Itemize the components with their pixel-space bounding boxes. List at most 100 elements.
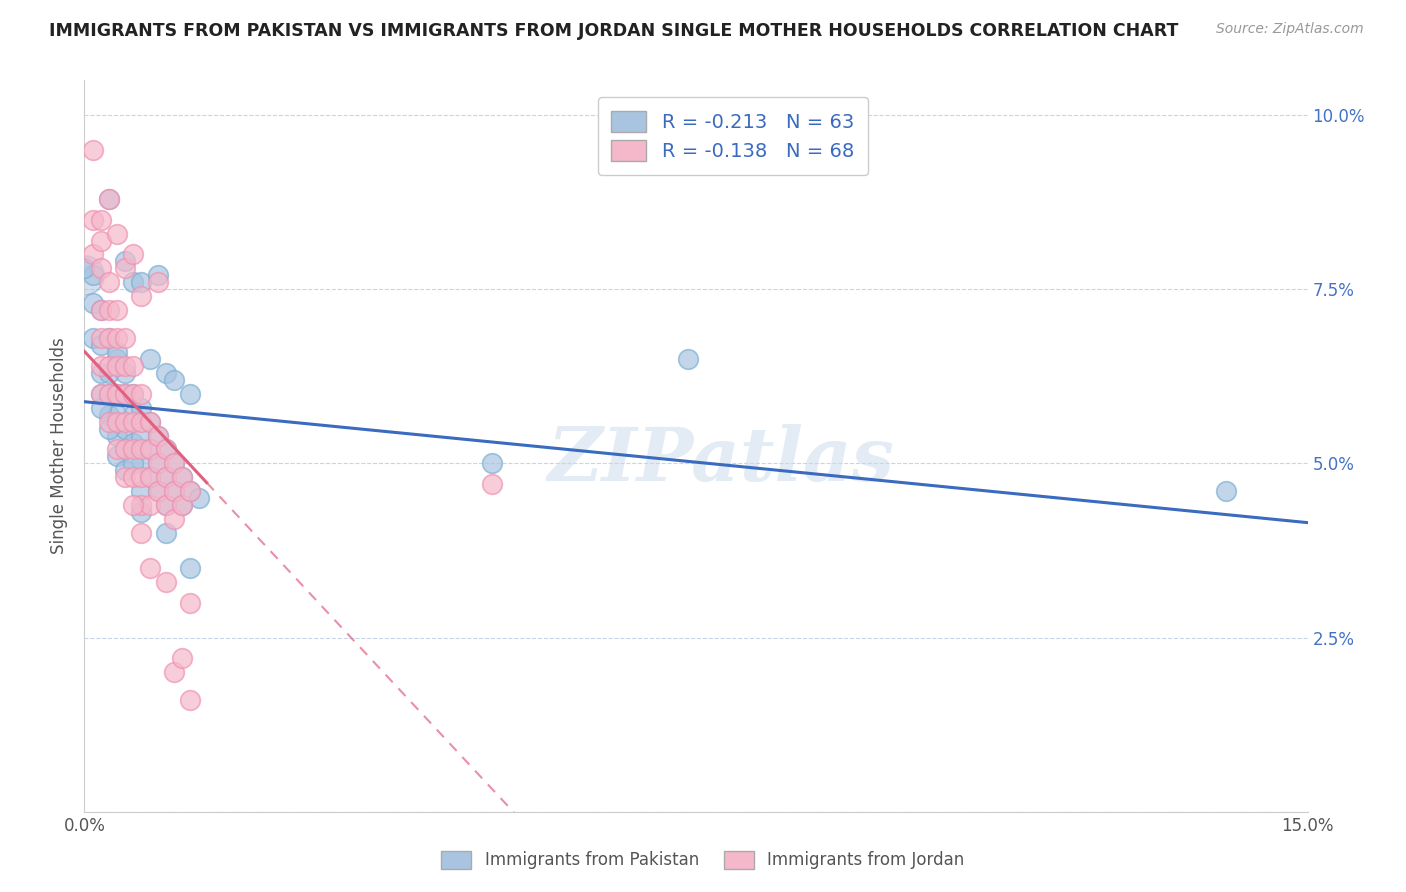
Point — [82, 296, 104, 310]
Point — [97, 386, 120, 401]
Point — [179, 484, 201, 499]
Point — [155, 498, 177, 512]
Point — [131, 401, 153, 415]
Point — [90, 303, 112, 318]
Point — [82, 212, 104, 227]
Point — [97, 366, 120, 380]
Point — [163, 457, 186, 471]
Point — [146, 484, 169, 499]
Point — [131, 415, 153, 429]
Point — [90, 303, 112, 318]
Point — [105, 351, 128, 366]
Point — [131, 275, 153, 289]
Point — [97, 303, 120, 318]
Text: IMMIGRANTS FROM PAKISTAN VS IMMIGRANTS FROM JORDAN SINGLE MOTHER HOUSEHOLDS CORR: IMMIGRANTS FROM PAKISTAN VS IMMIGRANTS F… — [49, 22, 1178, 40]
Point — [131, 289, 153, 303]
Point — [105, 227, 128, 241]
Point — [155, 470, 177, 484]
Point — [163, 665, 186, 680]
Point — [155, 574, 177, 589]
Point — [82, 331, 104, 345]
Point — [97, 421, 120, 435]
Point — [676, 351, 699, 366]
Point — [97, 192, 120, 206]
Point — [97, 415, 120, 429]
Point — [122, 498, 145, 512]
Point — [146, 428, 169, 442]
Point — [146, 484, 169, 499]
Point — [122, 275, 145, 289]
Point — [138, 442, 160, 457]
Point — [105, 359, 128, 373]
Point — [131, 484, 153, 499]
Point — [90, 366, 112, 380]
Point — [114, 421, 136, 435]
Point — [82, 268, 104, 283]
Point — [163, 373, 186, 387]
Point — [105, 386, 128, 401]
Point — [114, 386, 136, 401]
Legend: R = -0.213   N = 63, R = -0.138   N = 68: R = -0.213 N = 63, R = -0.138 N = 68 — [598, 97, 868, 175]
Point — [114, 463, 136, 477]
Point — [105, 428, 128, 442]
Point — [122, 435, 145, 450]
Point — [131, 505, 153, 519]
Point — [138, 561, 160, 575]
Point — [172, 470, 194, 484]
Point — [114, 415, 136, 429]
Point — [90, 234, 112, 248]
Point — [90, 359, 112, 373]
Point — [172, 651, 194, 665]
Point — [105, 386, 128, 401]
Point — [114, 386, 136, 401]
Point — [155, 442, 177, 457]
Point — [90, 386, 112, 401]
Point — [114, 331, 136, 345]
Point — [105, 442, 128, 457]
Point — [105, 331, 128, 345]
Point — [114, 442, 136, 457]
Point — [114, 470, 136, 484]
Point — [172, 470, 194, 484]
Point — [146, 428, 169, 442]
Point — [138, 498, 160, 512]
Point — [172, 498, 194, 512]
Point — [122, 442, 145, 457]
Point — [97, 408, 120, 422]
Point — [131, 442, 153, 457]
Point — [131, 526, 153, 541]
Point — [155, 442, 177, 457]
Point — [155, 366, 177, 380]
Point — [122, 470, 145, 484]
Point — [90, 338, 112, 352]
Point — [122, 386, 145, 401]
Point — [131, 498, 153, 512]
Point — [131, 386, 153, 401]
Point — [97, 275, 120, 289]
Point — [146, 275, 169, 289]
Point — [114, 366, 136, 380]
Point — [179, 386, 201, 401]
Point — [131, 470, 153, 484]
Point — [481, 457, 503, 471]
Point — [155, 498, 177, 512]
Point — [97, 386, 120, 401]
Point — [138, 470, 160, 484]
Point — [146, 268, 169, 283]
Point — [105, 345, 128, 359]
Point — [163, 484, 186, 499]
Point — [90, 386, 112, 401]
Point — [163, 457, 186, 471]
Y-axis label: Single Mother Households: Single Mother Households — [51, 338, 69, 554]
Point — [138, 442, 160, 457]
Point — [90, 261, 112, 276]
Point — [122, 359, 145, 373]
Point — [146, 457, 169, 471]
Point — [155, 470, 177, 484]
Point — [90, 401, 112, 415]
Point — [155, 526, 177, 541]
Point — [187, 491, 209, 506]
Point — [179, 596, 201, 610]
Point — [73, 261, 96, 276]
Point — [97, 331, 120, 345]
